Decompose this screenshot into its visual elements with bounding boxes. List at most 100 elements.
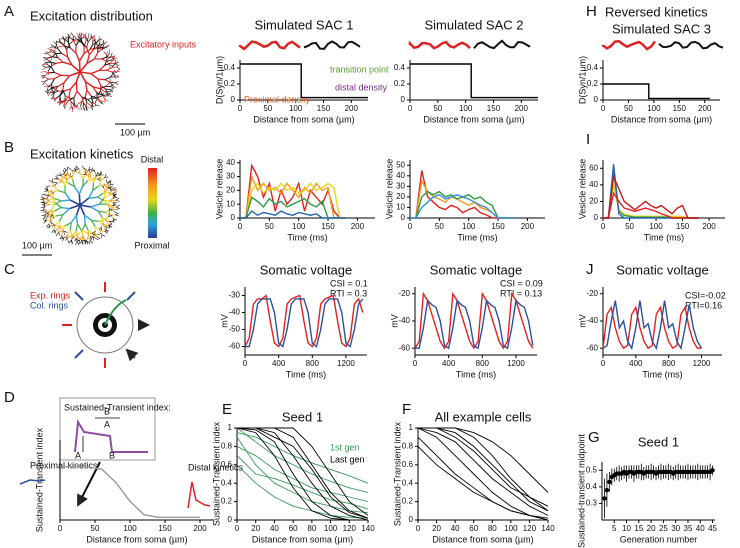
y-tick-label: 10 xyxy=(396,203,405,212)
dendrite xyxy=(86,54,90,64)
data-line xyxy=(414,291,534,350)
dendrite xyxy=(100,100,105,102)
dendrite xyxy=(108,180,112,184)
dendrite xyxy=(48,191,53,196)
y-tick-label: 20 xyxy=(226,185,235,194)
dendrite xyxy=(62,237,65,242)
dendrite xyxy=(57,178,63,183)
dendrite xyxy=(90,69,100,75)
dendrite xyxy=(108,192,114,195)
panel-label: E xyxy=(222,401,232,418)
data-line xyxy=(418,427,549,512)
dendrite xyxy=(111,66,117,68)
dendrite xyxy=(44,209,49,213)
legend-label: Exp. rings xyxy=(30,290,71,300)
dendrite xyxy=(76,90,83,98)
dendrite xyxy=(47,51,52,53)
dendrite xyxy=(92,177,97,184)
dendrite xyxy=(76,166,80,170)
x-axis-label: Time (ms) xyxy=(287,232,327,242)
dendrite xyxy=(79,240,82,245)
dendrite xyxy=(109,64,114,67)
dendrite xyxy=(48,195,53,199)
dendrite xyxy=(76,107,81,110)
dendrite xyxy=(55,52,62,55)
dendrite xyxy=(70,214,78,223)
legend-label: 1st gen xyxy=(330,442,360,452)
dendrite xyxy=(59,235,63,240)
dendrite xyxy=(103,45,108,48)
dendrite xyxy=(49,90,55,94)
dendrite xyxy=(49,185,55,187)
dendrite xyxy=(50,95,54,100)
x-tick-label: 0 xyxy=(238,104,243,113)
dendrite xyxy=(68,95,72,102)
dendrite xyxy=(61,180,66,187)
dendrite xyxy=(96,236,101,240)
arrow xyxy=(77,461,101,507)
dendrite xyxy=(94,237,99,241)
dendrite xyxy=(65,237,69,241)
dendrite xyxy=(113,57,117,60)
x-tick-label: 40 xyxy=(270,524,279,533)
dendrite xyxy=(106,69,113,73)
dendrite xyxy=(65,175,68,181)
dendrite xyxy=(92,86,98,94)
dendrite xyxy=(105,179,108,184)
x-tick-label: 0 xyxy=(601,222,606,231)
x-tick-label: 200 xyxy=(345,104,359,113)
dendrite xyxy=(104,59,108,66)
dendrite xyxy=(86,47,90,55)
dendrite xyxy=(106,92,111,96)
panel-label: J xyxy=(586,261,594,278)
data-line xyxy=(236,427,368,521)
dendrite xyxy=(106,67,112,71)
dendrite xyxy=(113,191,117,194)
dendrite xyxy=(55,224,60,228)
y-tick-label: -30 xyxy=(228,291,240,300)
annotation: CSI = 0.1 xyxy=(330,278,368,288)
dendrite xyxy=(68,88,72,97)
dendrite xyxy=(82,107,86,111)
dendrite xyxy=(81,239,84,244)
dendrite xyxy=(79,71,87,82)
dendrite xyxy=(79,62,88,73)
dendrite xyxy=(103,200,109,205)
dendrite xyxy=(90,236,95,238)
colorbar xyxy=(148,168,157,238)
x-tick-label: 50 xyxy=(263,104,272,113)
inset-box xyxy=(59,397,156,461)
dendrite xyxy=(52,190,59,193)
dendrite xyxy=(99,171,102,175)
dendrite xyxy=(69,229,73,236)
dendrite xyxy=(69,204,81,210)
dendrite xyxy=(47,92,51,97)
data-line xyxy=(417,427,549,516)
colorbar-label: Distal xyxy=(141,154,164,164)
data-line xyxy=(240,182,346,219)
dendrite xyxy=(43,220,47,224)
dendrite xyxy=(70,101,75,106)
x-tick-label: 50 xyxy=(625,222,634,231)
y-tick-label: 0.2 xyxy=(221,497,233,506)
x-tick-label: 120 xyxy=(523,524,537,533)
annotation: CSI = 0.09 xyxy=(500,278,543,288)
dendrite xyxy=(58,227,61,232)
dendrite xyxy=(44,76,49,80)
dendrite xyxy=(59,100,62,104)
dendrite xyxy=(84,81,88,91)
dendrite xyxy=(71,179,75,187)
x-tick-label: 200 xyxy=(515,104,529,113)
dendrite xyxy=(46,86,49,91)
dendrite xyxy=(84,170,87,175)
dendrite xyxy=(84,223,89,231)
dendrite xyxy=(62,36,65,41)
dendrite xyxy=(98,180,102,187)
annotation: Distal kinetics xyxy=(188,462,244,472)
y-tick-label: 40 xyxy=(396,171,405,180)
dendrite xyxy=(76,38,82,42)
inset-label: A xyxy=(104,419,110,429)
dendrite xyxy=(90,177,94,184)
y-axis-label: Vesicle release xyxy=(214,159,224,220)
dendrite xyxy=(55,61,64,64)
